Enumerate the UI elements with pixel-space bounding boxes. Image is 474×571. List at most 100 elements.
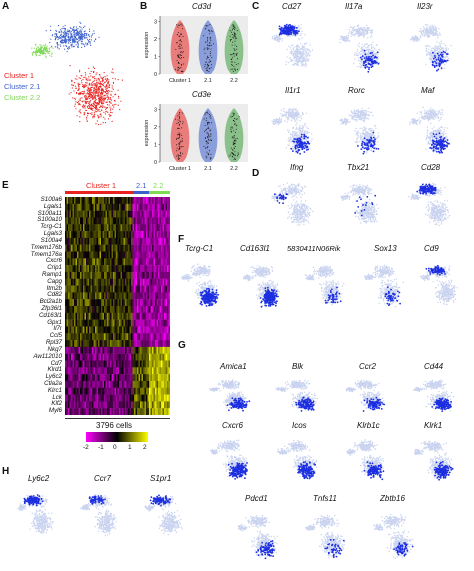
violin-plot-cd3e: 0 1 2 3 expression Cluster 1 2.1 2.2 bbox=[144, 104, 248, 172]
svg-text:2: 2 bbox=[154, 125, 157, 131]
cells-bracket bbox=[65, 418, 170, 419]
feature-plot-ccr7 bbox=[80, 494, 117, 537]
violin-plot-cd3d: 0 1 2 3 expression Cluster 1 2.1 2.2 bbox=[144, 16, 248, 84]
feature-plot-blk bbox=[275, 379, 319, 412]
gene-label-klrk1: Klrk1 bbox=[424, 421, 443, 430]
panel-label-d: D bbox=[252, 168, 260, 179]
gene-label-ccr7: Ccr7 bbox=[94, 474, 111, 483]
feature-plot-il1r1 bbox=[271, 108, 313, 155]
gene-label-5830411n06rik: 5830411N06Rik bbox=[287, 244, 341, 253]
heatmap-row-label: S100a4 bbox=[40, 236, 62, 244]
heatmap-row-label: Ccl5 bbox=[49, 332, 62, 340]
gene-label-il1r1: Il1r1 bbox=[285, 86, 301, 95]
heatmap-row-label: S100a10 bbox=[37, 216, 62, 224]
feature-plot-pdcd1 bbox=[237, 515, 278, 560]
heatmap-colorbar bbox=[86, 432, 148, 442]
feature-plot-klrb1c bbox=[346, 439, 385, 481]
gene-label-ccr2: Ccr2 bbox=[359, 362, 376, 371]
gene-label-icos: Icos bbox=[292, 421, 307, 430]
gene-label-zbtb16: Zbtb16 bbox=[380, 494, 405, 503]
feature-plot-ccr2 bbox=[345, 379, 386, 412]
svg-text:3: 3 bbox=[154, 107, 157, 113]
feature-plot-klrk1 bbox=[414, 440, 454, 481]
heatmap-row-label: Capg bbox=[47, 277, 62, 285]
panel-label-g: G bbox=[178, 340, 186, 351]
colorbar-tick: 1 bbox=[128, 444, 132, 451]
gene-label-s1pr1: S1pr1 bbox=[150, 474, 172, 483]
colorbar-tick: -1 bbox=[98, 444, 104, 451]
svg-text:2.2: 2.2 bbox=[230, 78, 238, 84]
heatmap-row-label: Gpx1 bbox=[47, 318, 62, 326]
feature-plot-s1pr1 bbox=[144, 494, 183, 536]
heatmap-header-cluster-1 bbox=[65, 191, 133, 194]
panel-label-a: A bbox=[2, 1, 10, 12]
panel-label-e: E bbox=[2, 180, 9, 191]
heatmap-row-label: Ly6c2 bbox=[45, 373, 62, 381]
feature-plot-maf bbox=[409, 106, 450, 154]
feature-plot-cd27 bbox=[271, 23, 314, 67]
heatmap-row-label: Tcrg-C1 bbox=[40, 223, 62, 231]
svg-text:expression: expression bbox=[144, 120, 150, 147]
legend-cluster-2-2: Cluster 2.2 bbox=[4, 93, 41, 102]
feature-plot-cd163l1 bbox=[242, 265, 280, 308]
heatmap-row-label: Bcl2a1b bbox=[39, 298, 62, 306]
gene-label-sox13: Sox13 bbox=[374, 244, 397, 253]
svg-text:2.1: 2.1 bbox=[204, 166, 212, 172]
panel-label-h: H bbox=[2, 466, 10, 477]
feature-plot-amica1 bbox=[209, 379, 251, 412]
gene-label-ifng: Ifng bbox=[290, 163, 304, 172]
heatmap-row-label: Lgals3 bbox=[43, 230, 62, 238]
feature-plot-cxcr6 bbox=[209, 439, 248, 480]
heatmap-header-label-2-1: 2.1 bbox=[136, 181, 147, 190]
feature-plot-sox13 bbox=[364, 264, 404, 308]
svg-text:1: 1 bbox=[154, 142, 157, 148]
heatmap-row-label: S100a11 bbox=[37, 209, 62, 217]
feature-plot-rorc bbox=[339, 107, 380, 155]
heatmap-row-label: S100a6 bbox=[40, 196, 62, 203]
svg-text:0: 0 bbox=[154, 160, 157, 166]
heatmap-header-cluster-2-2 bbox=[149, 191, 170, 194]
heatmap-header-label-2-2: 2.2 bbox=[153, 181, 164, 190]
cells-count-label: 3796 cells bbox=[96, 421, 133, 430]
feature-plot-ly6c2 bbox=[17, 494, 54, 534]
heatmap-row-label: Aw112010 bbox=[33, 352, 62, 360]
gene-label-tnfs11: Tnfs11 bbox=[313, 494, 337, 503]
cluster-umap bbox=[31, 21, 123, 126]
heatmap-row-label: Klf2 bbox=[51, 400, 62, 408]
gene-label-cd9: Cd9 bbox=[424, 244, 439, 253]
gene-label-cd27: Cd27 bbox=[282, 2, 302, 11]
svg-text:0: 0 bbox=[154, 72, 157, 78]
colorbar-tick: 2 bbox=[143, 444, 147, 451]
svg-text:Cluster 1: Cluster 1 bbox=[169, 166, 191, 172]
heatmap-row-label: Myl6 bbox=[48, 407, 62, 415]
feature-plot-tbx21 bbox=[340, 184, 380, 224]
colorbar-tick: 0 bbox=[113, 444, 117, 451]
heatmap-row-label: Nkg7 bbox=[47, 345, 62, 353]
colorbar-tick: -2 bbox=[83, 444, 89, 451]
gene-label-tcrg-c1: Tcrg-C1 bbox=[185, 244, 214, 253]
gene-label-klrb1c: Klrb1c bbox=[357, 421, 380, 430]
feature-plot-cd44 bbox=[412, 379, 455, 412]
heatmap-row-label: Cd7 bbox=[50, 359, 62, 367]
svg-text:expression: expression bbox=[144, 32, 150, 59]
heatmap-row-label: Rpl37 bbox=[45, 339, 62, 347]
heatmap-header-label-1: Cluster 1 bbox=[86, 181, 117, 190]
heatmap-header-cluster-2-1 bbox=[133, 191, 149, 194]
feature-plot-tcrg-c1 bbox=[181, 263, 219, 307]
svg-text:3: 3 bbox=[154, 19, 157, 25]
gene-label-pdcd1: Pdcd1 bbox=[245, 494, 268, 503]
feature-plot-icos bbox=[277, 439, 318, 480]
heatmap-row-label: Tmem176a bbox=[30, 250, 62, 258]
svg-text:Cluster 1: Cluster 1 bbox=[169, 78, 191, 84]
heatmap-row-label: Lgals1 bbox=[43, 202, 62, 210]
heatmap-row-label: Klrd1 bbox=[47, 366, 62, 374]
gene-label-amica1: Amica1 bbox=[220, 362, 247, 371]
violin-title-cd3d: Cd3d bbox=[192, 2, 212, 11]
panel-label-f: F bbox=[178, 234, 185, 245]
heatmap-row-label: Cxcr6 bbox=[45, 257, 62, 265]
feature-plot-cd28 bbox=[408, 182, 451, 227]
legend-cluster-1: Cluster 1 bbox=[4, 71, 35, 80]
heatmap-row-label: Klrc1 bbox=[47, 386, 62, 394]
heatmap-row-label: Ctla2a bbox=[44, 379, 62, 387]
